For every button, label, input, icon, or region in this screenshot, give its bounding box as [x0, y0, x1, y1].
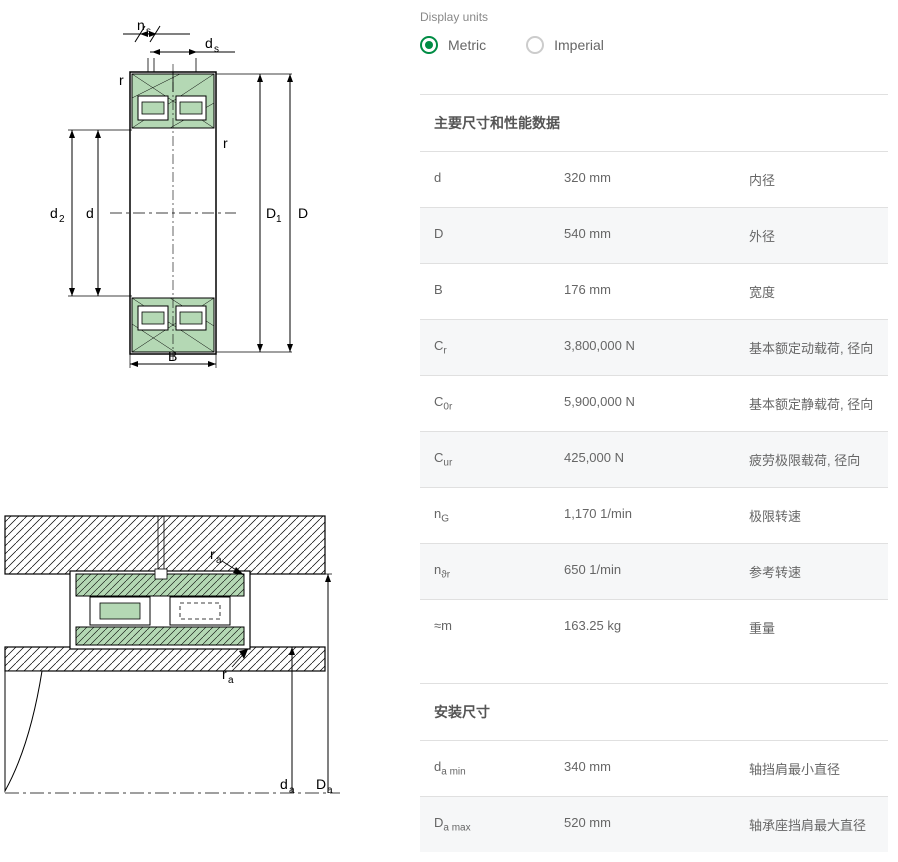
spec-symbol: Da max — [434, 815, 564, 834]
svg-text:r: r — [223, 135, 228, 151]
spec-symbol: Cr — [434, 338, 564, 357]
spec-symbol: da min — [434, 759, 564, 778]
svg-text:a: a — [289, 785, 295, 796]
section-header: 主要尺寸和性能数据 — [420, 94, 888, 151]
spec-description: 基本额定动载荷, 径向 — [749, 338, 874, 357]
spec-value: 163.25 kg — [564, 618, 749, 637]
spec-description: 重量 — [749, 618, 874, 637]
svg-text:2: 2 — [59, 214, 65, 225]
table-row: Da max520 mm轴承座挡肩最大直径 — [420, 796, 888, 852]
spec-description: 轴挡肩最小直径 — [749, 759, 874, 778]
spec-value: 3,800,000 N — [564, 338, 749, 357]
svg-text:D: D — [298, 205, 308, 221]
radio-metric[interactable]: Metric — [420, 36, 486, 54]
spec-value: 1,170 1/min — [564, 506, 749, 525]
svg-text:d: d — [86, 205, 94, 221]
svg-text:a: a — [216, 555, 222, 566]
svg-text:a: a — [228, 675, 234, 686]
svg-text:n: n — [137, 18, 145, 33]
radio-metric-label: Metric — [448, 37, 486, 53]
spec-value: 425,000 N — [564, 450, 749, 469]
table-row: D540 mm外径 — [420, 207, 888, 263]
radio-icon — [526, 36, 544, 54]
spec-value: 340 mm — [564, 759, 749, 778]
spec-description: 基本额定静载荷, 径向 — [749, 394, 874, 413]
spec-symbol: B — [434, 282, 564, 301]
spec-symbol: D — [434, 226, 564, 245]
svg-text:D: D — [316, 776, 326, 792]
bearing-diagram-bottom: ra ra da Da — [0, 511, 380, 804]
table-row: ≈m163.25 kg重量 — [420, 599, 888, 655]
svg-text:d: d — [280, 776, 288, 792]
svg-text:a: a — [327, 785, 333, 796]
table-row: Cur425,000 N疲劳极限载荷, 径向 — [420, 431, 888, 487]
spec-description: 宽度 — [749, 282, 874, 301]
display-units-label: Display units — [420, 10, 888, 24]
svg-text:1: 1 — [276, 214, 282, 225]
table-row: nG1,170 1/min极限转速 — [420, 487, 888, 543]
spec-description: 外径 — [749, 226, 874, 245]
table-row: nϑr650 1/min参考转速 — [420, 543, 888, 599]
svg-text:B: B — [168, 348, 177, 364]
svg-text:d: d — [205, 35, 213, 51]
spec-symbol: nϑr — [434, 562, 564, 581]
svg-text:r: r — [119, 72, 124, 88]
spec-symbol: ≈m — [434, 618, 564, 637]
spec-value: 520 mm — [564, 815, 749, 834]
bearing-diagram-top: ns ds r r — [10, 18, 380, 371]
radio-icon — [420, 36, 438, 54]
svg-text:s: s — [214, 44, 219, 55]
section-header: 安装尺寸 — [420, 683, 888, 740]
spec-value: 320 mm — [564, 170, 749, 189]
svg-text:r: r — [210, 546, 215, 562]
spec-value: 540 mm — [564, 226, 749, 245]
spec-value: 176 mm — [564, 282, 749, 301]
spec-value: 5,900,000 N — [564, 394, 749, 413]
spec-description: 内径 — [749, 170, 874, 189]
table-row: B176 mm宽度 — [420, 263, 888, 319]
spec-description: 极限转速 — [749, 506, 874, 525]
table-row: d320 mm内径 — [420, 151, 888, 207]
svg-text:d: d — [50, 205, 58, 221]
spec-description: 疲劳极限载荷, 径向 — [749, 450, 874, 469]
svg-text:D: D — [266, 205, 276, 221]
table-row: da min340 mm轴挡肩最小直径 — [420, 740, 888, 796]
svg-text:r: r — [222, 666, 227, 682]
table-row: Cr3,800,000 N基本额定动载荷, 径向 — [420, 319, 888, 375]
spec-description: 轴承座挡肩最大直径 — [749, 815, 874, 834]
spec-symbol: Cur — [434, 450, 564, 469]
spec-symbol: C0r — [434, 394, 564, 413]
spec-symbol: nG — [434, 506, 564, 525]
spec-description: 参考转速 — [749, 562, 874, 581]
spec-value: 650 1/min — [564, 562, 749, 581]
table-row: C0r5,900,000 N基本额定静载荷, 径向 — [420, 375, 888, 431]
units-radio-group: Metric Imperial — [420, 36, 888, 54]
spec-symbol: d — [434, 170, 564, 189]
radio-imperial[interactable]: Imperial — [526, 36, 604, 54]
radio-imperial-label: Imperial — [554, 37, 604, 53]
